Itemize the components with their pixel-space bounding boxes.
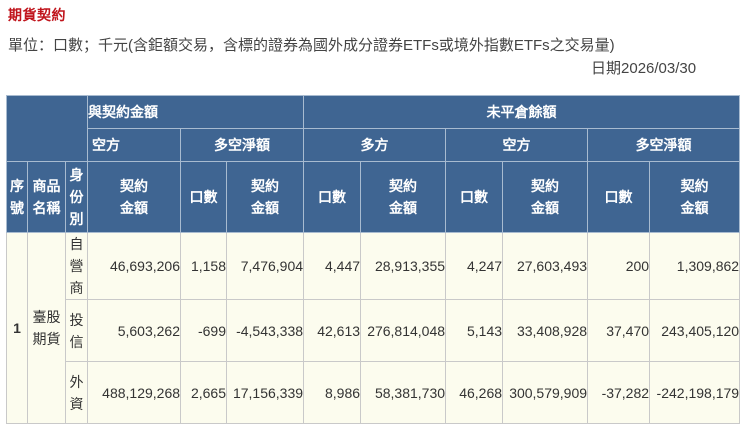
header-oi-short-amount: 契約 金額	[502, 161, 589, 233]
trade-net-contracts-link[interactable]: -699	[180, 299, 228, 362]
header-blank	[6, 95, 89, 162]
header-seq: 序號	[6, 161, 28, 233]
page-title: 期貨契約	[8, 7, 66, 23]
report-date: 日期2026/03/30	[591, 57, 696, 78]
product-seq: 1	[6, 232, 28, 424]
header-oi-short-contracts: 口數	[445, 161, 504, 233]
header-open-interest-group: 未平倉餘額	[303, 95, 740, 129]
trade-short-amount: 5,603,262	[87, 299, 182, 362]
header-oi-net-amount: 契約 金額	[649, 161, 740, 233]
futures-institutional-table: 與契約金額 未平倉餘額 空方 多空淨額 多方 空方 多空淨額 序號 商品 名稱 身…	[6, 95, 740, 424]
header-oi-long-amount: 契約 金額	[360, 161, 447, 233]
oi-long-amount: 28,913,355	[360, 232, 447, 300]
header-oi-long-contracts: 口數	[303, 161, 362, 233]
header-trade-short-amount: 契約 金額	[87, 161, 182, 233]
oi-long-contracts-link[interactable]: 4,447	[303, 232, 362, 300]
header-product-name: 商品 名稱	[27, 161, 66, 233]
header-identity: 身份別	[64, 161, 89, 233]
identity-cell: 投信	[64, 299, 89, 362]
trade-short-amount: 46,693,206	[87, 232, 182, 300]
date-value: 2026/03/30	[621, 60, 697, 77]
oi-short-amount: 33,408,928	[502, 299, 589, 362]
oi-net-contracts-link[interactable]: 200	[587, 232, 651, 300]
oi-net-contracts-link[interactable]: -37,282	[587, 361, 651, 424]
oi-long-amount: 276,814,048	[360, 299, 447, 362]
oi-net-amount: 1,309,862	[649, 232, 740, 300]
oi-short-amount: 300,579,909	[502, 361, 589, 424]
header-row-2: 空方 多空淨額 多方 空方 多空淨額	[7, 128, 740, 162]
header-oi-net: 多空淨額	[587, 128, 740, 162]
header-trade-short: 空方	[87, 128, 182, 162]
table-row-dealer: 1 臺股 期貨 自營商 46,693,206 1,158 7,476,904 4,…	[6, 232, 740, 424]
oi-short-amount: 27,603,493	[502, 232, 589, 300]
futures-table-container[interactable]: 與契約金額 未平倉餘額 空方 多空淨額 多方 空方 多空淨額 序號 商品 名稱 身…	[6, 95, 740, 425]
oi-net-contracts-link[interactable]: 37,470	[587, 299, 651, 362]
oi-short-contracts-link[interactable]: 46,268	[445, 361, 504, 424]
oi-short-contracts-link[interactable]: 4,247	[445, 232, 504, 300]
oi-long-amount: 58,381,730	[360, 361, 447, 424]
identity-cell: 自營商	[64, 232, 89, 300]
oi-short-contracts-link[interactable]: 5,143	[445, 299, 504, 362]
unit-note: 單位：口數；千元(含鉅額交易，含標的證券為國外成分證券ETFs或境外指數ETFs…	[8, 37, 615, 54]
header-trade-net-contracts: 口數	[180, 161, 228, 233]
trade-net-amount: -4,543,338	[226, 299, 305, 362]
table-row-investment-trust: 投信 5,603,262 -699 -4,543,338 42,613 276,…	[7, 299, 740, 362]
header-oi-net-contracts: 口數	[587, 161, 651, 233]
header-trade-net-amount: 契約 金額	[226, 161, 305, 233]
trade-net-amount: 7,476,904	[226, 232, 305, 300]
header-trade-amount-group: 與契約金額	[87, 95, 305, 129]
header-row-1: 與契約金額 未平倉餘額	[6, 95, 740, 162]
trade-net-contracts-link[interactable]: 2,665	[180, 361, 228, 424]
trade-net-amount: 17,156,339	[226, 361, 305, 424]
identity-cell: 外資	[64, 361, 89, 424]
product-name: 臺股 期貨	[27, 232, 66, 424]
header-trade-net: 多空淨額	[180, 128, 305, 162]
trade-net-contracts-link[interactable]: 1,158	[180, 232, 228, 300]
header-oi-long: 多方	[303, 128, 447, 162]
table-row-foreign: 外資 488,129,268 2,665 17,156,339 8,986 58…	[7, 361, 740, 424]
oi-long-contracts-link[interactable]: 8,986	[303, 361, 362, 424]
date-label: 日期	[591, 60, 622, 77]
trade-short-amount: 488,129,268	[87, 361, 182, 424]
oi-net-amount: -242,198,179	[649, 361, 740, 424]
header-row-3: 序號 商品 名稱 身份別 契約 金額 口數 契約 金額 口數 契約 金額 口數 契約 金額…	[6, 161, 740, 233]
header-oi-short: 空方	[445, 128, 589, 162]
oi-long-contracts-link[interactable]: 42,613	[303, 299, 362, 362]
oi-net-amount: 243,405,120	[649, 299, 740, 362]
